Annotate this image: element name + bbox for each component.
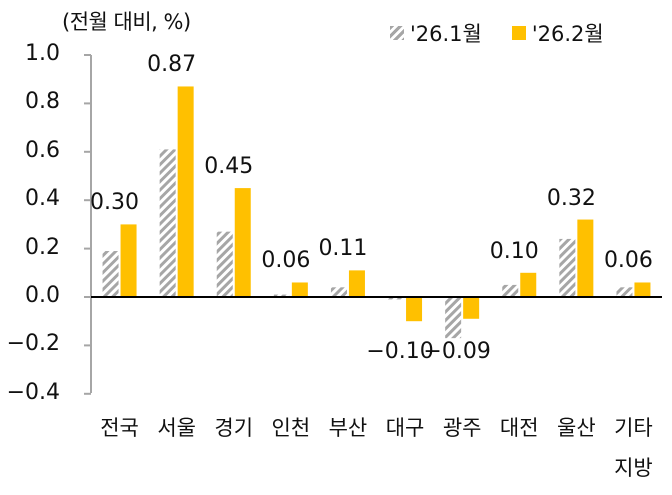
hatched-swatch-icon [390, 26, 404, 40]
legend: '26.1월 '26.2월 [390, 18, 634, 48]
data-label: 0.06 [261, 248, 311, 274]
data-label: 0.10 [489, 238, 539, 264]
x-tick-label: 대전 [499, 416, 539, 440]
data-label: 0.11 [318, 236, 368, 262]
x-tick-label: 부산 [328, 416, 368, 440]
bar-jan [616, 287, 633, 297]
data-label: 0.45 [204, 154, 254, 180]
bar-feb [463, 297, 480, 319]
x-tick-label: 기타 지방 [614, 416, 653, 480]
x-tick-label: 대구 [385, 416, 425, 440]
bar-jan [388, 297, 405, 300]
x-tick-label: 인천 [271, 416, 311, 440]
data-label: −0.10 [366, 339, 434, 364]
bar-feb [291, 282, 308, 297]
gold-swatch-icon [511, 26, 526, 40]
data-label: 0.32 [546, 185, 596, 211]
bar-feb [406, 297, 423, 322]
y-tick-label: −0.2 [6, 331, 60, 357]
bar-jan [502, 284, 519, 297]
y-tick-label: −0.4 [6, 379, 60, 405]
bar-feb [634, 282, 651, 297]
bar-feb [520, 272, 537, 297]
bar-feb [177, 86, 194, 298]
bar-jan [159, 149, 176, 297]
bar-feb [348, 270, 365, 297]
data-label: 0.30 [90, 190, 140, 216]
data-label: 0.06 [603, 248, 653, 274]
y-tick-label: 0.4 [25, 186, 60, 212]
y-tick-label: 0.6 [25, 137, 60, 163]
bar-jan [559, 238, 576, 297]
data-label: 0.87 [147, 52, 197, 78]
y-tick-label: 0.2 [25, 234, 60, 260]
x-tick-label: 울산 [557, 416, 596, 440]
x-tick-label: 경기 [214, 416, 254, 440]
legend-item-feb: '26.2월 [511, 18, 604, 48]
data-label: −0.09 [423, 339, 491, 364]
bar-jan [102, 251, 119, 297]
legend-label-jan: '26.1월 [410, 22, 482, 46]
bar-feb [120, 224, 137, 297]
bar-jan [330, 287, 347, 297]
bar-jan [445, 297, 462, 339]
y-tick-label: 0.0 [25, 283, 60, 308]
x-tick-label: 광주 [442, 416, 482, 440]
x-tick-label: 전국 [100, 416, 139, 440]
y-tick-label: 0.8 [25, 89, 60, 115]
legend-label-feb: '26.2월 [531, 22, 604, 46]
unit-label: (전월 대비, %) [62, 10, 191, 34]
bar-jan [273, 294, 290, 297]
legend-item-jan: '26.1월 [390, 18, 482, 48]
y-tick-label: 1.0 [25, 41, 60, 66]
bar-jan [216, 231, 233, 297]
bar-feb [577, 219, 594, 297]
bar-feb [234, 188, 251, 297]
x-tick-label: 서울 [157, 416, 196, 440]
